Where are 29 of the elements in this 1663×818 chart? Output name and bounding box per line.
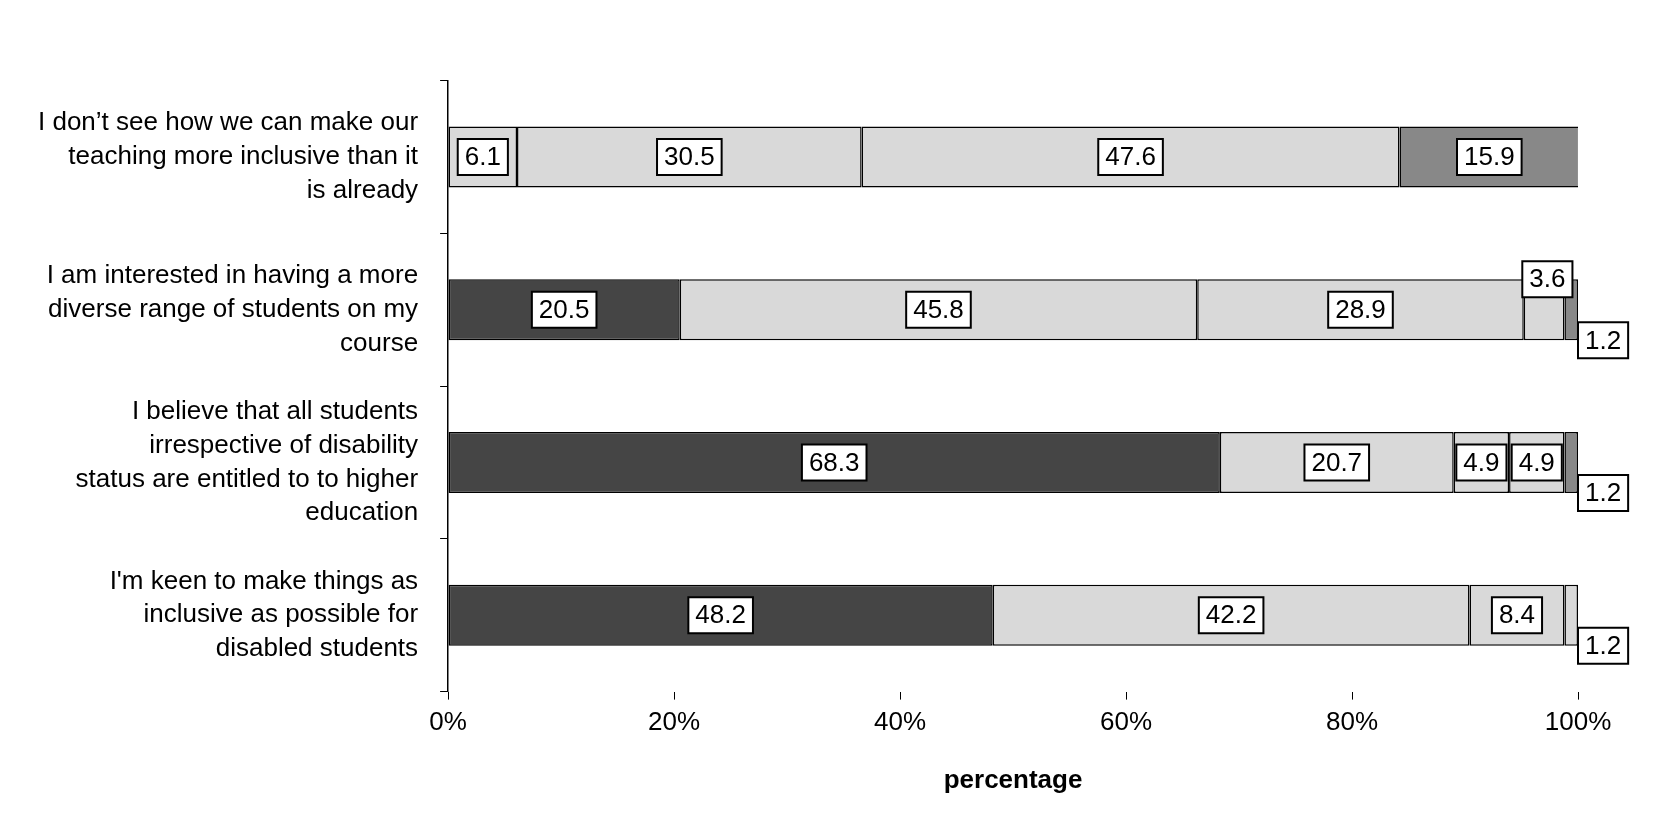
data-label: 1.2: [1584, 629, 1622, 660]
data-label: 47.6: [1105, 141, 1156, 172]
y-tick-label: I don’t see how we can make our teaching more inclusive than it is already: [37, 106, 419, 205]
y-tick-label: I believe that all students irrespective of disability status are entitled to to higher education: [75, 394, 419, 527]
data-label: 48.2: [695, 599, 746, 630]
y-tick-label: I am interested in having a more diverse range of students on my course: [46, 259, 419, 357]
x-tick-label: 40%: [874, 706, 927, 737]
data-label: 3.6: [1529, 263, 1566, 294]
x-tick-label: 80%: [1326, 706, 1379, 737]
data-label: 4.9: [1463, 446, 1500, 477]
data-label: 45.8: [913, 293, 964, 324]
data-label: 30.5: [664, 141, 715, 172]
x-tick-label: 60%: [1100, 706, 1153, 737]
x-tick-label: 20%: [648, 706, 701, 737]
data-label: 8.4: [1498, 599, 1536, 630]
x-axis-title: percentage: [943, 763, 1083, 794]
data-label: 28.9: [1335, 293, 1386, 324]
data-label: 42.2: [1205, 599, 1257, 630]
data-label: 20.7: [1311, 446, 1363, 477]
data-label: 4.9: [1518, 446, 1555, 477]
data-label: 15.9: [1464, 141, 1515, 172]
data-label: 1.2: [1584, 477, 1622, 508]
data-label: 20.5: [538, 293, 590, 324]
data-label: 68.3: [808, 446, 860, 477]
y-tick-label: I'm keen to make things as inclusive as possible for disabled students: [109, 564, 419, 663]
data-label: 6.1: [464, 141, 501, 172]
x-tick-label: 100%: [1544, 706, 1612, 737]
x-tick-label: 0%: [429, 706, 467, 737]
data-label: 1.2: [1584, 324, 1622, 355]
